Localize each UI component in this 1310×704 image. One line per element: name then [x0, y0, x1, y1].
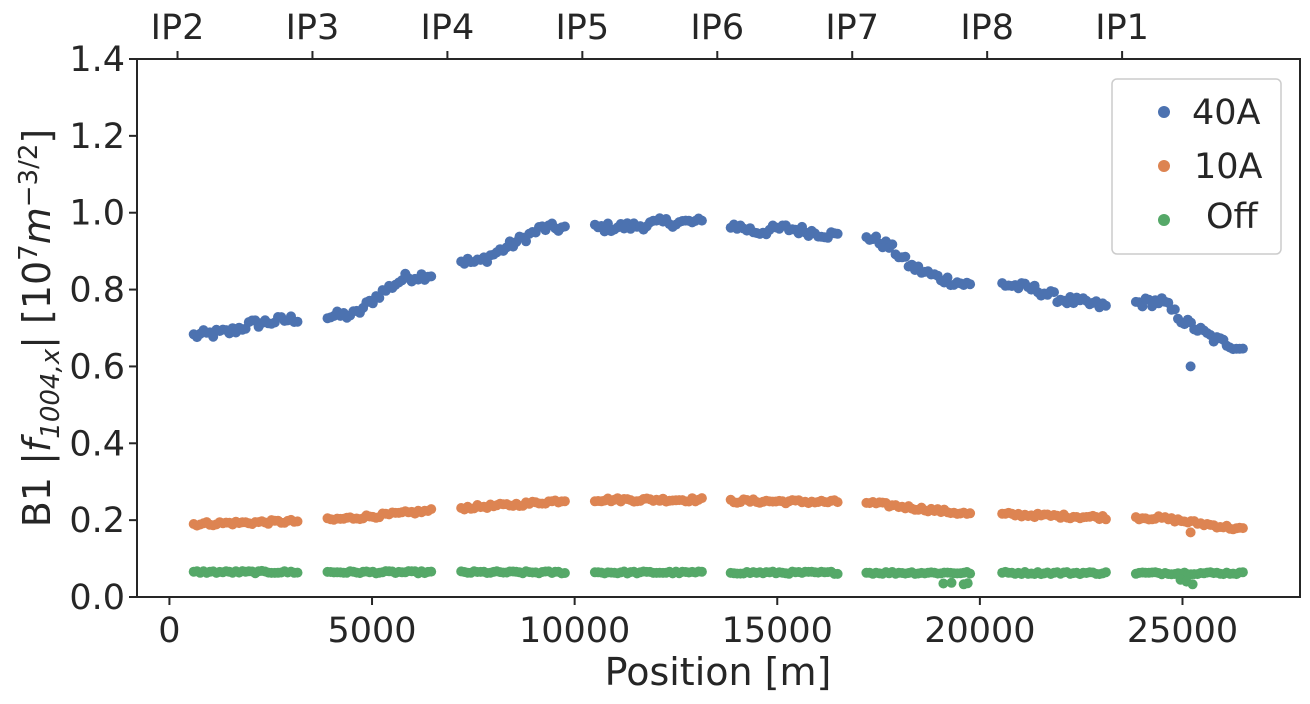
data-point	[832, 228, 843, 239]
y-tick-label: 1.0	[69, 194, 125, 234]
legend-marker-40a	[1158, 106, 1170, 118]
top-tick-label: IP1	[1095, 8, 1149, 48]
data-point	[426, 504, 437, 515]
y-tick-label: 0.6	[69, 347, 125, 387]
data-point	[426, 271, 437, 282]
y-axis-title-bracket-open: [10	[15, 261, 59, 336]
data-point	[1049, 287, 1059, 298]
y-axis-title-bracket-close: ]	[15, 129, 59, 144]
top-tick-label: IP6	[690, 8, 744, 48]
data-point	[602, 218, 613, 229]
data-point	[292, 567, 303, 578]
data-point	[696, 566, 707, 577]
data-point	[521, 236, 531, 247]
data-point	[1100, 300, 1111, 311]
data-point	[965, 508, 976, 519]
top-tick-label: IP8	[960, 8, 1014, 48]
x-axis-title: Position [m]	[605, 650, 832, 694]
y-tick-label: 0.8	[69, 271, 125, 311]
legend-marker-10a	[1158, 160, 1170, 172]
legend-marker-off	[1158, 214, 1170, 226]
data-point	[426, 566, 437, 577]
y-axis-title-bar: |	[15, 336, 60, 349]
data-point	[559, 221, 570, 232]
data-point	[887, 239, 898, 250]
data-point-outlier	[938, 578, 949, 589]
x-tick-label: 5000	[327, 611, 416, 651]
legend-box	[1111, 78, 1282, 255]
data-point	[832, 568, 843, 579]
plot-frame	[136, 58, 1301, 598]
y-axis-title-exp7: 7	[14, 244, 44, 261]
data-point-outlier	[1187, 579, 1198, 590]
x-tick-label: 0	[158, 611, 180, 651]
y-axis-title-m: m	[15, 207, 59, 244]
legend-label-10a: 10A	[1194, 147, 1263, 187]
y-axis-ticks: 0.0 0.2 0.4 0.6 0.8 1.0 1.2 1.4	[69, 40, 137, 618]
data-point	[1237, 523, 1248, 534]
series-40a	[188, 213, 1248, 372]
data-point-outlier	[962, 578, 973, 589]
legend-label-off: Off	[1206, 197, 1259, 237]
top-tick-label: IP5	[555, 8, 609, 48]
top-axis-ticks: IP2 IP3 IP4 IP5 IP6 IP7 IP8 IP1	[151, 8, 1149, 59]
data-point	[1237, 567, 1248, 578]
data-point	[942, 272, 953, 283]
data-point-outlier	[1185, 527, 1196, 538]
y-tick-label: 0.2	[69, 501, 125, 541]
top-tick-label: IP2	[151, 8, 205, 48]
y-tick-label: 0.0	[69, 578, 125, 618]
data-point	[965, 279, 976, 290]
data-point	[900, 251, 911, 262]
top-tick-label: IP4	[421, 8, 475, 48]
top-tick-label: IP7	[825, 8, 879, 48]
y-axis-title-exp-m: −3/2	[14, 144, 44, 208]
data-point	[696, 493, 707, 504]
series-off	[188, 565, 1248, 590]
legend: 40A 10A Off	[1111, 78, 1282, 255]
data-point	[559, 568, 570, 578]
data-point	[292, 316, 303, 327]
data-point	[1100, 567, 1111, 578]
data-points	[188, 213, 1248, 590]
data-point	[965, 568, 976, 579]
series-10a	[188, 493, 1248, 538]
data-point	[1237, 343, 1248, 354]
top-tick-label: IP3	[286, 8, 340, 48]
data-point	[696, 215, 707, 226]
legend-label-40a: 40A	[1192, 93, 1261, 133]
data-point-outlier	[946, 577, 957, 588]
y-tick-label: 0.4	[69, 424, 125, 464]
data-point	[1137, 301, 1148, 312]
x-tick-label: 10000	[519, 611, 630, 651]
y-tick-label: 1.4	[69, 40, 125, 80]
data-point	[374, 292, 385, 303]
data-point	[832, 497, 843, 508]
y-axis-title-prefix: B1 |	[15, 452, 60, 527]
y-axis-title: B1 |f1004,x| [107m−3/2]	[14, 129, 66, 527]
x-tick-label: 15000	[722, 611, 833, 651]
data-point	[292, 516, 303, 527]
y-axis-title-f-subscript: 1004,x	[36, 348, 66, 438]
data-point	[1169, 304, 1180, 315]
y-tick-label: 1.2	[69, 117, 125, 157]
x-tick-label: 20000	[924, 611, 1035, 651]
x-axis-ticks: 0 5000 10000 15000 20000 25000	[158, 597, 1238, 651]
data-point	[1100, 514, 1111, 525]
data-point	[559, 496, 570, 507]
data-point-outlier	[1185, 361, 1196, 372]
x-tick-label: 25000	[1127, 611, 1238, 651]
